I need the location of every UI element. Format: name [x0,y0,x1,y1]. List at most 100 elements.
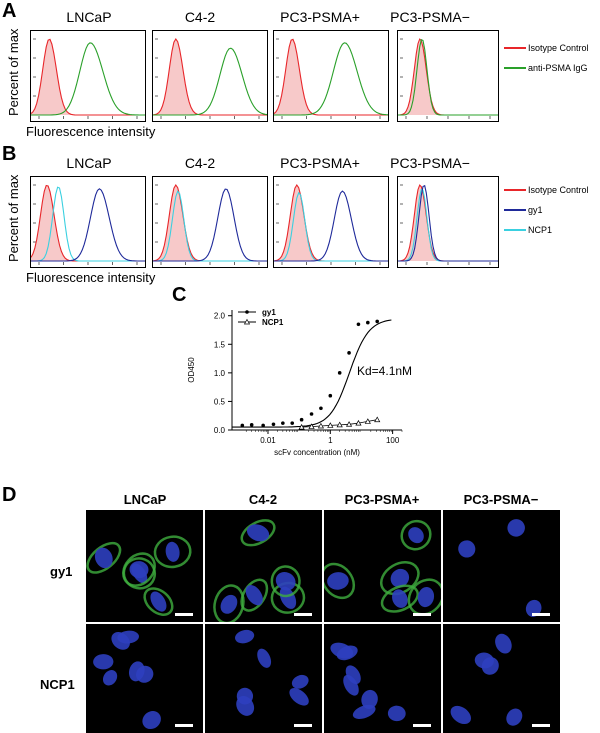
legend-label: anti-PSMA IgG [528,63,588,73]
gy1-curve [153,188,267,262]
y-tick-label: 0.0 [214,426,226,435]
d-col-pc3pos: PC3-PSMA+ [344,492,420,507]
y-tick-label: 0.5 [214,397,226,406]
legend-a-anti: anti-PSMA IgG [504,58,589,78]
panel-label-b: B [2,143,17,165]
d-row-ncp1: NCP1 [40,677,75,692]
gy1-point [347,351,351,355]
x-tick-label: 0.01 [260,436,276,445]
isotype-fill [398,185,498,261]
gy1-curve [398,184,498,262]
ncp1-point [345,421,353,427]
nucleus [289,688,309,706]
legend-swatch-isotype [504,189,526,191]
ncp1-point [364,418,371,424]
gy1-point [281,421,285,425]
ncp1-point [327,422,334,428]
gy1-point [328,393,333,398]
gy1-point [309,412,314,416]
nucleus [345,665,361,685]
nucleus [165,541,180,562]
ncp1-curve [31,186,145,262]
nucleus [390,568,410,588]
histogram-a-pc3pos [273,30,389,122]
nucleus [291,674,309,689]
nucleus [495,633,512,654]
nucleus [111,632,130,650]
d-col-pc3neg: PC3-PSMA− [463,492,539,507]
legend-label: Isotype Control [528,43,589,53]
legend-swatch-isotype [504,47,526,49]
membrane-stain [143,587,174,616]
nucleus [417,586,435,608]
histogram-b-pc3pos [273,176,389,268]
legend-marker-ncp1 [243,318,251,325]
nucleus [392,589,408,608]
micro-ncp1-c42 [205,624,322,733]
scale-bar [413,724,431,727]
col-title-c42-b: C4-2 [184,155,216,171]
legend-a: Isotype Control anti-PSMA IgG [504,38,589,78]
d-row-gy1: gy1 [50,564,73,579]
membrane-stain [86,541,122,574]
legend-b-gy1: gy1 [504,200,589,220]
isotype-curve [274,38,388,116]
legend-label: gy1 [528,205,543,215]
nucleus [327,572,349,590]
scale-bar [413,613,431,616]
gy1-point [240,423,245,428]
gy1-curve [274,190,388,262]
scale-bar [532,613,550,616]
gy1-point [299,417,304,422]
membrane-stain [122,552,156,587]
nucleus [245,584,263,606]
d-col-lncap: LNCaP [123,492,167,507]
nucleus [246,524,270,542]
anti-psma-curve [398,38,498,116]
anti-psma-curve [274,42,388,116]
legend-b-isotype: Isotype Control [504,180,589,200]
nucleus [94,547,113,569]
ncp1-point [298,423,305,430]
isotype-fill [153,185,267,261]
micro-ncp1-pc3neg [443,624,560,733]
scale-bar [175,724,193,727]
legend-swatch-ncp1 [504,229,526,231]
panel-label-a: A [2,0,17,22]
micro-gy1-lncap [86,510,203,622]
ncp1-point [308,423,315,429]
x-tick-label: 100 [386,436,400,445]
legend-b-ncp1: NCP1 [504,220,589,240]
elisa-chart: 0.0 0.5 1.0 1.5 2.0 0.01 1 100 scFv concentratio… [187,308,412,457]
ncp1-curve [274,191,388,262]
ncp1-point [355,419,362,426]
nucleus [336,645,358,661]
histogram-b-pc3neg [397,176,499,268]
legend-label-ncp1: NCP1 [262,318,284,327]
membrane-stain [407,578,441,616]
nucleus [279,586,297,609]
xlabel-b: Fluorescence intensity [26,270,156,285]
panel-label-d: D [2,484,17,506]
legend-b: Isotype Control gy1 NCP1 [504,180,589,240]
nucleus [387,705,406,722]
scale-bar [175,613,193,616]
micro-gy1-pc3neg [443,510,560,622]
ylabel-b: Percent of max [6,174,21,262]
legend-a-isotype: Isotype Control [504,38,589,58]
legend-marker-gy1 [245,310,249,314]
nucleus [352,704,376,719]
col-title-c42-a: C4-2 [184,9,216,25]
isotype-fill [274,185,388,261]
legend-label-gy1: gy1 [262,308,276,317]
x-tick-label: 1 [328,436,333,445]
nucleus [235,629,255,644]
gy1-point [271,422,276,427]
micro-background [324,624,441,733]
isotype-fill [153,39,267,115]
histogram-b-c42 [152,176,268,268]
micro-gy1-c42 [205,510,322,622]
ncp1-curve [153,190,267,262]
nucleus [458,540,476,558]
ncp1-point [317,422,325,429]
